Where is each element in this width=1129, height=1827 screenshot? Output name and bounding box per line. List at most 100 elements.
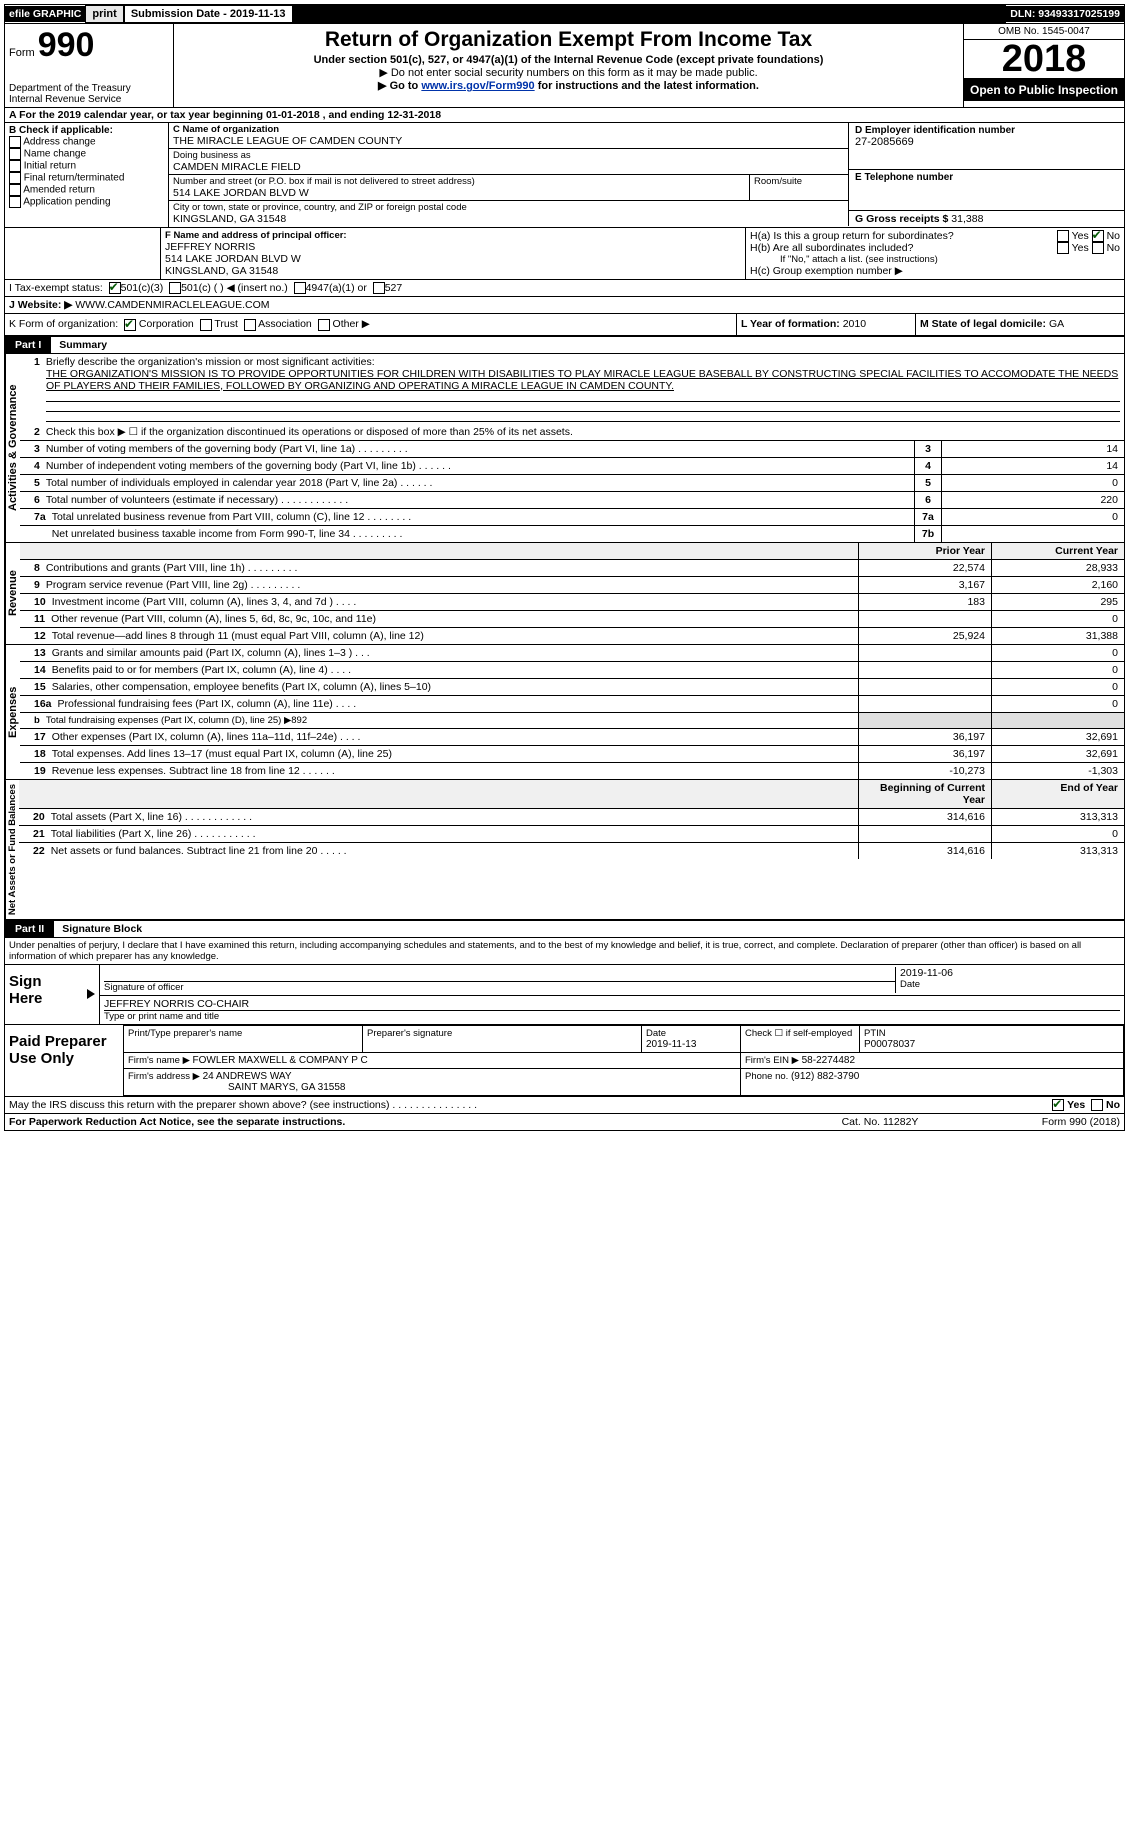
- submission-date-box: Submission Date - 2019-11-13: [124, 5, 293, 23]
- goto-line: ▶ Go to www.irs.gov/Form990 for instruct…: [178, 79, 959, 92]
- ein-label: D Employer identification number: [855, 125, 1118, 136]
- hb-no[interactable]: [1092, 242, 1104, 254]
- c10: 295: [991, 594, 1124, 610]
- c8: 28,933: [991, 560, 1124, 576]
- irs-link[interactable]: www.irs.gov/Form990: [421, 80, 534, 92]
- b-item-0: Address change: [23, 137, 95, 148]
- tel-label: E Telephone number: [855, 172, 1118, 183]
- header-right: OMB No. 1545-0047 2018 Open to Public In…: [963, 24, 1124, 107]
- room-label: Room/suite: [754, 176, 844, 187]
- firm-addr2: SAINT MARYS, GA 31558: [128, 1082, 345, 1093]
- firm-name: FOWLER MAXWELL & COMPANY P C: [193, 1055, 368, 1066]
- chk-assoc[interactable]: [244, 319, 256, 331]
- b22: 314,616: [858, 843, 991, 859]
- val3: 14: [942, 441, 1124, 457]
- irs-label: Internal Revenue Service: [9, 94, 169, 105]
- entity-box: B Check if applicable: Address change Na…: [5, 123, 1124, 228]
- sign-here-label: Sign Here: [5, 965, 83, 1024]
- chk-name-change[interactable]: [9, 148, 21, 160]
- b-label: B Check if applicable:: [9, 125, 164, 136]
- vlabel-na: Net Assets or Fund Balances: [5, 780, 19, 919]
- p12: 25,924: [858, 628, 991, 644]
- part1-title: Summary: [51, 337, 1124, 353]
- opt-527: 527: [385, 282, 403, 294]
- box-f: F Name and address of principal officer:…: [161, 228, 746, 279]
- chk-amended-return[interactable]: [9, 184, 21, 196]
- firm-addr-label: Firm's address ▶: [128, 1071, 203, 1082]
- dba-value: CAMDEN MIRACLE FIELD: [173, 161, 844, 173]
- ptin-value: P00078037: [864, 1039, 915, 1050]
- klm-row: K Form of organization: Corporation Trus…: [5, 314, 1124, 335]
- l-value: 2010: [843, 318, 866, 330]
- hb-yes[interactable]: [1057, 242, 1069, 254]
- dln-value: 93493317025199: [1038, 8, 1120, 20]
- section-revenue: Revenue bPrior YearCurrent Year 8Contrib…: [5, 543, 1124, 645]
- p17: 36,197: [858, 729, 991, 745]
- l-label: L Year of formation:: [741, 318, 843, 330]
- section-net-assets: Net Assets or Fund Balances .Beginning o…: [5, 780, 1124, 920]
- b-item-1: Name change: [24, 149, 86, 160]
- hb-label: H(b) Are all subordinates included?: [750, 242, 1057, 254]
- chk-address-change[interactable]: [9, 136, 21, 148]
- dln-box: DLN: 93493317025199: [1006, 6, 1124, 22]
- chk-501c3[interactable]: [109, 282, 121, 294]
- chk-501c[interactable]: [169, 282, 181, 294]
- ha-yes[interactable]: [1057, 230, 1069, 242]
- f-addr1: 514 LAKE JORDAN BLVD W: [165, 253, 741, 265]
- val7b: [942, 526, 1124, 542]
- print-button[interactable]: print: [85, 5, 123, 23]
- val7a: 0: [942, 509, 1124, 525]
- opt-other: Other ▶: [333, 318, 370, 330]
- discuss-yes[interactable]: [1052, 1099, 1064, 1111]
- chk-other[interactable]: [318, 319, 330, 331]
- website-value: WWW.CAMDENMIRACLELEAGUE.COM: [75, 299, 269, 311]
- firm-ein: 58-2274482: [802, 1055, 855, 1066]
- e20: 313,313: [991, 809, 1124, 825]
- header-middle: Return of Organization Exempt From Incom…: [174, 24, 963, 107]
- line3: Number of voting members of the governin…: [46, 443, 408, 455]
- th-eoy: End of Year: [991, 780, 1124, 808]
- p8: 22,574: [858, 560, 991, 576]
- ha-no[interactable]: [1092, 230, 1104, 242]
- k-cell: K Form of organization: Corporation Trus…: [5, 314, 737, 334]
- c12: 31,388: [991, 628, 1124, 644]
- b-item-5: Application pending: [23, 197, 110, 208]
- form-number: 990: [38, 26, 95, 64]
- chk-initial-return[interactable]: [9, 160, 21, 172]
- chk-527[interactable]: [373, 282, 385, 294]
- phone-value: (912) 882-3790: [791, 1071, 859, 1082]
- th-cy: Current Year: [991, 543, 1124, 559]
- chk-4947[interactable]: [294, 282, 306, 294]
- line18: Total expenses. Add lines 13–17 (must eq…: [52, 748, 392, 760]
- box-h: H(a) Is this a group return for subordin…: [746, 228, 1124, 279]
- city-value: KINGSLAND, GA 31548: [173, 213, 844, 225]
- addr-label: Number and street (or P.O. box if mail i…: [173, 176, 745, 187]
- chk-application-pending[interactable]: [9, 196, 21, 208]
- chk-trust[interactable]: [200, 319, 212, 331]
- line8: Contributions and grants (Part VIII, lin…: [46, 562, 298, 574]
- chk-final-return[interactable]: [9, 172, 21, 184]
- line20: Total assets (Part X, line 16) . . . . .…: [51, 811, 252, 823]
- discuss-row: May the IRS discuss this return with the…: [5, 1097, 1124, 1114]
- perjury-statement: Under penalties of perjury, I declare th…: [5, 938, 1124, 965]
- vlabel-rev: Revenue: [5, 543, 20, 644]
- chk-corp[interactable]: [124, 319, 136, 331]
- ssn-warning: ▶ Do not enter social security numbers o…: [178, 66, 959, 79]
- typeprint-label: Type or print name and title: [104, 1011, 1120, 1022]
- form-footer: Form 990 (2018): [960, 1116, 1120, 1128]
- c18: 32,691: [991, 746, 1124, 762]
- form-header: Form 990 Department of the Treasury Inte…: [5, 24, 1124, 108]
- preparer-table: Print/Type preparer's name Preparer's si…: [123, 1025, 1124, 1096]
- th-py: Prior Year: [858, 543, 991, 559]
- ptin-label: PTIN: [864, 1028, 886, 1039]
- c14: 0: [991, 662, 1124, 678]
- line16b: Total fundraising expenses (Part IX, col…: [46, 715, 307, 726]
- line4: Number of independent voting members of …: [46, 460, 451, 472]
- line22: Net assets or fund balances. Subtract li…: [51, 845, 347, 857]
- prep-check-label: Check ☐ if self-employed: [745, 1028, 852, 1039]
- discuss-no[interactable]: [1091, 1099, 1103, 1111]
- discuss-text: May the IRS discuss this return with the…: [9, 1099, 1052, 1111]
- mission-text: THE ORGANIZATION'S MISSION IS TO PROVIDE…: [24, 368, 1120, 392]
- sig-officer-label: Signature of officer: [104, 982, 895, 993]
- city-label: City or town, state or province, country…: [173, 202, 844, 213]
